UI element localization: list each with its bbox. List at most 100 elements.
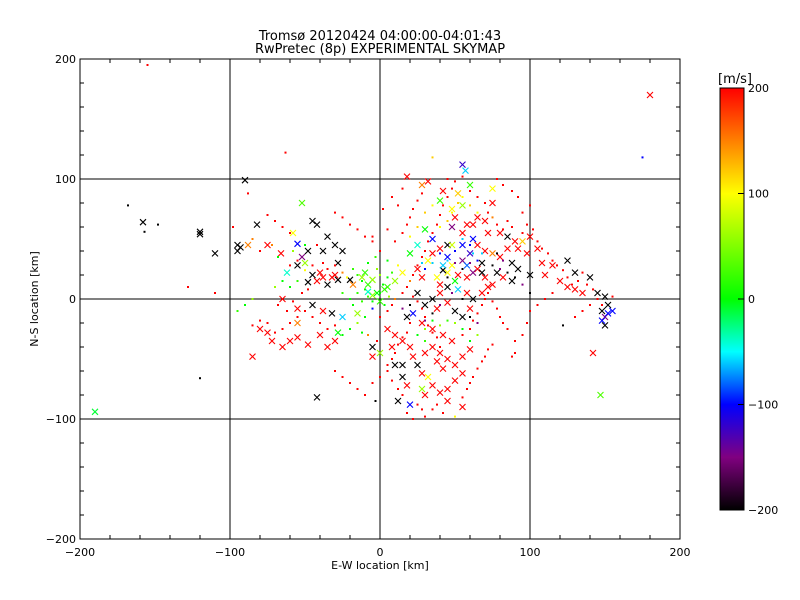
data-point-dot [431, 319, 434, 322]
data-point-dot [436, 336, 438, 339]
data-point-x [463, 289, 471, 297]
data-point-x [463, 221, 471, 228]
data-point-dot [446, 220, 449, 222]
data-point-x [139, 218, 147, 226]
data-point-x [339, 247, 346, 255]
data-point-x [234, 247, 241, 255]
data-point-x [394, 397, 402, 405]
data-point-dot [251, 298, 254, 300]
data-point-dot [491, 216, 494, 219]
data-point-dot [371, 235, 374, 238]
data-point-x [264, 241, 271, 249]
data-point-dot [521, 283, 524, 286]
data-point-dot [146, 64, 149, 66]
data-point-dot [424, 415, 426, 418]
data-point-x [418, 274, 426, 281]
data-point-x [436, 281, 444, 288]
data-point-dot [401, 292, 404, 294]
data-point-x [496, 253, 504, 261]
data-point-dot [514, 276, 516, 279]
data-point-dot [346, 276, 348, 279]
data-point-dot [574, 316, 576, 318]
data-point-x [418, 370, 426, 377]
data-point-x [526, 233, 534, 240]
data-point-x [369, 353, 376, 360]
data-point-dot [341, 376, 344, 378]
data-point-x [424, 257, 432, 264]
data-point-x [586, 274, 594, 281]
x-tick-labels: −200 −100 0 100 200 [65, 546, 691, 559]
data-point-x [376, 349, 384, 357]
data-point-dot [424, 316, 426, 318]
data-point-dot [551, 292, 554, 294]
data-point-dot [304, 269, 306, 272]
data-point-dot [334, 370, 336, 372]
data-point-x [414, 361, 421, 369]
data-point-x [439, 365, 447, 372]
data-point-dot [427, 324, 429, 327]
data-point-x [403, 313, 411, 321]
data-point-dot [244, 304, 246, 306]
data-point-x [459, 353, 466, 360]
data-point-dot [551, 259, 554, 262]
data-point-dot [502, 228, 504, 231]
data-point-dot [476, 196, 479, 198]
data-point-x [433, 305, 441, 312]
data-point-x [489, 185, 496, 192]
data-point-dot [571, 283, 573, 286]
data-point-x [309, 301, 316, 309]
x-tick-label: 0 [377, 546, 384, 559]
data-point-dot [566, 276, 569, 279]
data-point-dot [397, 264, 399, 267]
data-point-x [594, 289, 601, 297]
data-point-x [469, 221, 477, 228]
data-point-x [301, 259, 309, 267]
data-point-x [466, 181, 474, 189]
data-point-x [462, 167, 469, 174]
data-point-dot [391, 271, 393, 274]
data-point-dot [461, 334, 464, 336]
data-point-dot [586, 283, 588, 286]
data-point-dot [581, 271, 584, 274]
data-point-dot [401, 187, 404, 190]
data-point-x [429, 235, 436, 243]
data-point-dot [356, 274, 359, 276]
data-point-x [328, 310, 336, 317]
data-point-dot [481, 360, 483, 363]
x-tick-label: −200 [65, 546, 95, 559]
data-point-dot [379, 292, 381, 294]
data-point-dot [367, 334, 369, 336]
data-point-x [454, 286, 462, 293]
data-point-dot [431, 232, 434, 234]
data-point-dot [469, 382, 471, 384]
data-point-dot [491, 343, 494, 346]
data-point-dot [454, 180, 456, 183]
data-point-dot [562, 269, 564, 272]
data-point-dot [421, 408, 423, 411]
data-point-x [399, 337, 406, 345]
colorbar-tick-label: 100 [748, 188, 769, 201]
data-point-x [304, 278, 312, 286]
data-point-x [646, 91, 654, 99]
data-point-x [319, 247, 327, 255]
data-point-x [433, 358, 441, 365]
data-point-dot [271, 244, 273, 246]
data-point-dot [386, 364, 389, 366]
data-point-dot [416, 300, 419, 303]
data-point-x [444, 283, 451, 291]
data-point-x [294, 262, 301, 269]
data-point-dot [394, 298, 396, 300]
data-point-dot [451, 211, 453, 214]
data-point-dot [451, 292, 453, 294]
data-point-dot [484, 202, 486, 204]
data-point-x [469, 269, 477, 276]
colorbar-tick-label: −100 [748, 399, 778, 412]
data-point-dot [409, 235, 411, 238]
data-point-x [436, 349, 444, 357]
data-point-x [508, 277, 516, 285]
data-point-dot [454, 322, 456, 324]
grid-lines [80, 59, 680, 539]
data-point-dot [281, 328, 284, 330]
data-point-dot [379, 274, 381, 276]
data-point-x [489, 281, 496, 288]
